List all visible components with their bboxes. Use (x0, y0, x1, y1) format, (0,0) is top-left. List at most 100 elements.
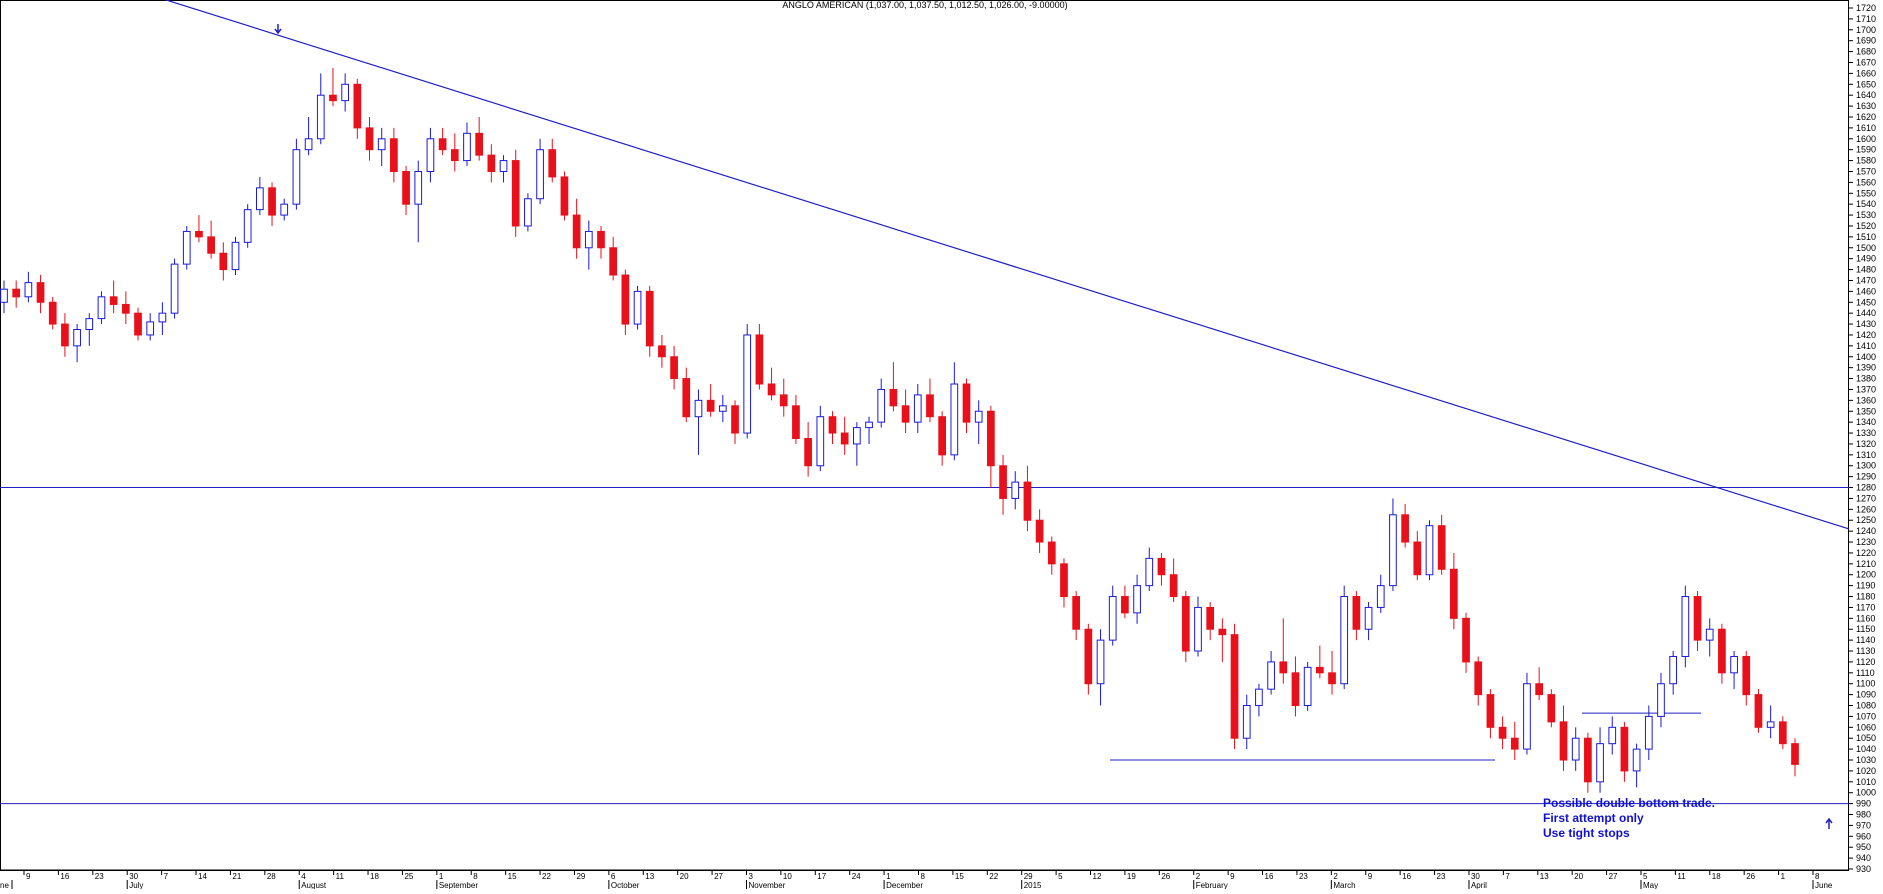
candle-body (1730, 655, 1738, 674)
y-tick-label: 1680 (1856, 47, 1876, 57)
y-tick-label: 1390 (1856, 363, 1876, 373)
y-tick-label: 960 (1856, 831, 1871, 841)
y-tick-label: 1720 (1856, 3, 1876, 13)
candle-body (1108, 596, 1117, 641)
y-tick-label: 1460 (1856, 286, 1876, 296)
candle-body (1133, 585, 1141, 614)
candle-body (926, 394, 934, 418)
x-tick-label: 5 (1643, 872, 1648, 881)
candle-body (1450, 568, 1458, 619)
candle-body (73, 329, 81, 347)
candle-body (731, 405, 739, 434)
candle-body (682, 378, 691, 418)
y-tick-label: 1090 (1856, 690, 1876, 700)
y-tick-label: 1410 (1856, 341, 1876, 351)
y-tick-label: 970 (1856, 820, 1871, 830)
candle-body (1364, 606, 1373, 630)
x-tick-label: 18 (370, 872, 379, 881)
candle-body (816, 416, 825, 467)
y-tick-label: 1630 (1856, 101, 1876, 111)
x-tick-label: 5 (1058, 872, 1063, 881)
up-arrow (1825, 817, 1833, 829)
x-tick-label: 19 (1127, 872, 1136, 881)
y-tick-label: 1580 (1856, 156, 1876, 166)
candle-body (1072, 596, 1081, 630)
candle-body (1632, 748, 1641, 772)
y-tick-label: 1300 (1856, 461, 1876, 471)
candle-body (195, 230, 203, 238)
y-tick-label: 1190 (1856, 581, 1875, 591)
y-tick-label: 1370 (1856, 384, 1876, 394)
x-tick-label: 27 (714, 872, 723, 881)
month-label: March (1333, 881, 1355, 889)
candle-body (913, 394, 922, 423)
candle-body (1389, 514, 1397, 587)
y-tick-label: 1490 (1856, 254, 1876, 264)
month-label: May (1643, 881, 1658, 889)
candle-body (377, 138, 386, 151)
y-tick-label: 1070 (1856, 711, 1876, 721)
candle-body (1194, 606, 1202, 652)
candle-body (1096, 639, 1105, 685)
candle-body (121, 303, 130, 314)
x-tick-label: 1 (1781, 872, 1786, 881)
candle-body (572, 214, 581, 249)
x-tick-label: 17 (817, 872, 826, 881)
candle-body (1401, 514, 1409, 543)
candle-body (450, 149, 459, 162)
y-tick-label: 1340 (1856, 417, 1876, 427)
y-tick-label: 1350 (1856, 406, 1876, 416)
candle-body (48, 301, 57, 325)
x-tick-label: 1 (886, 872, 891, 881)
candle-body (1340, 596, 1349, 685)
candle-body (1571, 737, 1580, 761)
candle-body (463, 132, 471, 162)
candle-body (61, 323, 69, 347)
candle-body (1791, 743, 1799, 765)
candle-body (280, 203, 289, 216)
candle-body (511, 160, 520, 227)
y-tick-label: 1050 (1856, 733, 1876, 743)
candle-body (499, 160, 508, 172)
candle-body (146, 321, 155, 336)
candle-body (987, 410, 995, 467)
y-tick-label: 1010 (1856, 777, 1876, 787)
y-tick-label: 1040 (1856, 744, 1876, 754)
x-tick-label: 18 (1712, 872, 1721, 881)
y-tick-label: 1480 (1856, 265, 1876, 275)
candle-body (950, 383, 959, 456)
y-tick-label: 1600 (1856, 134, 1876, 144)
x-tick-label: 23 (95, 872, 104, 881)
x-tick-label: 26 (1746, 872, 1755, 881)
candle-body (1121, 596, 1129, 614)
candle-body (1608, 726, 1617, 745)
month-label: April (1471, 881, 1487, 889)
candle-body (974, 410, 983, 423)
candle-body (999, 465, 1007, 499)
candle-body (1437, 525, 1446, 570)
x-tick-label: 2 (1333, 872, 1338, 881)
x-tick-label: 9 (1230, 872, 1235, 881)
x-tick-label: 30 (1471, 872, 1480, 881)
candle-body (1145, 557, 1154, 587)
x-tick-label: 8 (473, 872, 478, 881)
candle-body (12, 288, 21, 298)
candle-body (1157, 557, 1166, 576)
y-tick-label: 1620 (1856, 112, 1876, 122)
x-tick-label: 13 (645, 872, 654, 881)
y-tick-label: 1700 (1856, 25, 1876, 35)
candle-body (792, 405, 800, 440)
x-tick-label: 24 (852, 872, 861, 881)
candle-body (158, 312, 167, 323)
candle-body (1498, 726, 1507, 739)
candle-body (1486, 694, 1495, 728)
candle-body (1620, 726, 1629, 772)
y-tick-label: 1690 (1856, 36, 1876, 46)
note-line-1: Possible double bottom trade. (1543, 796, 1716, 810)
x-tick-label: 11 (336, 872, 345, 881)
candle-body (1011, 481, 1020, 499)
candle-body (1352, 596, 1361, 630)
candle-body (1681, 596, 1690, 657)
